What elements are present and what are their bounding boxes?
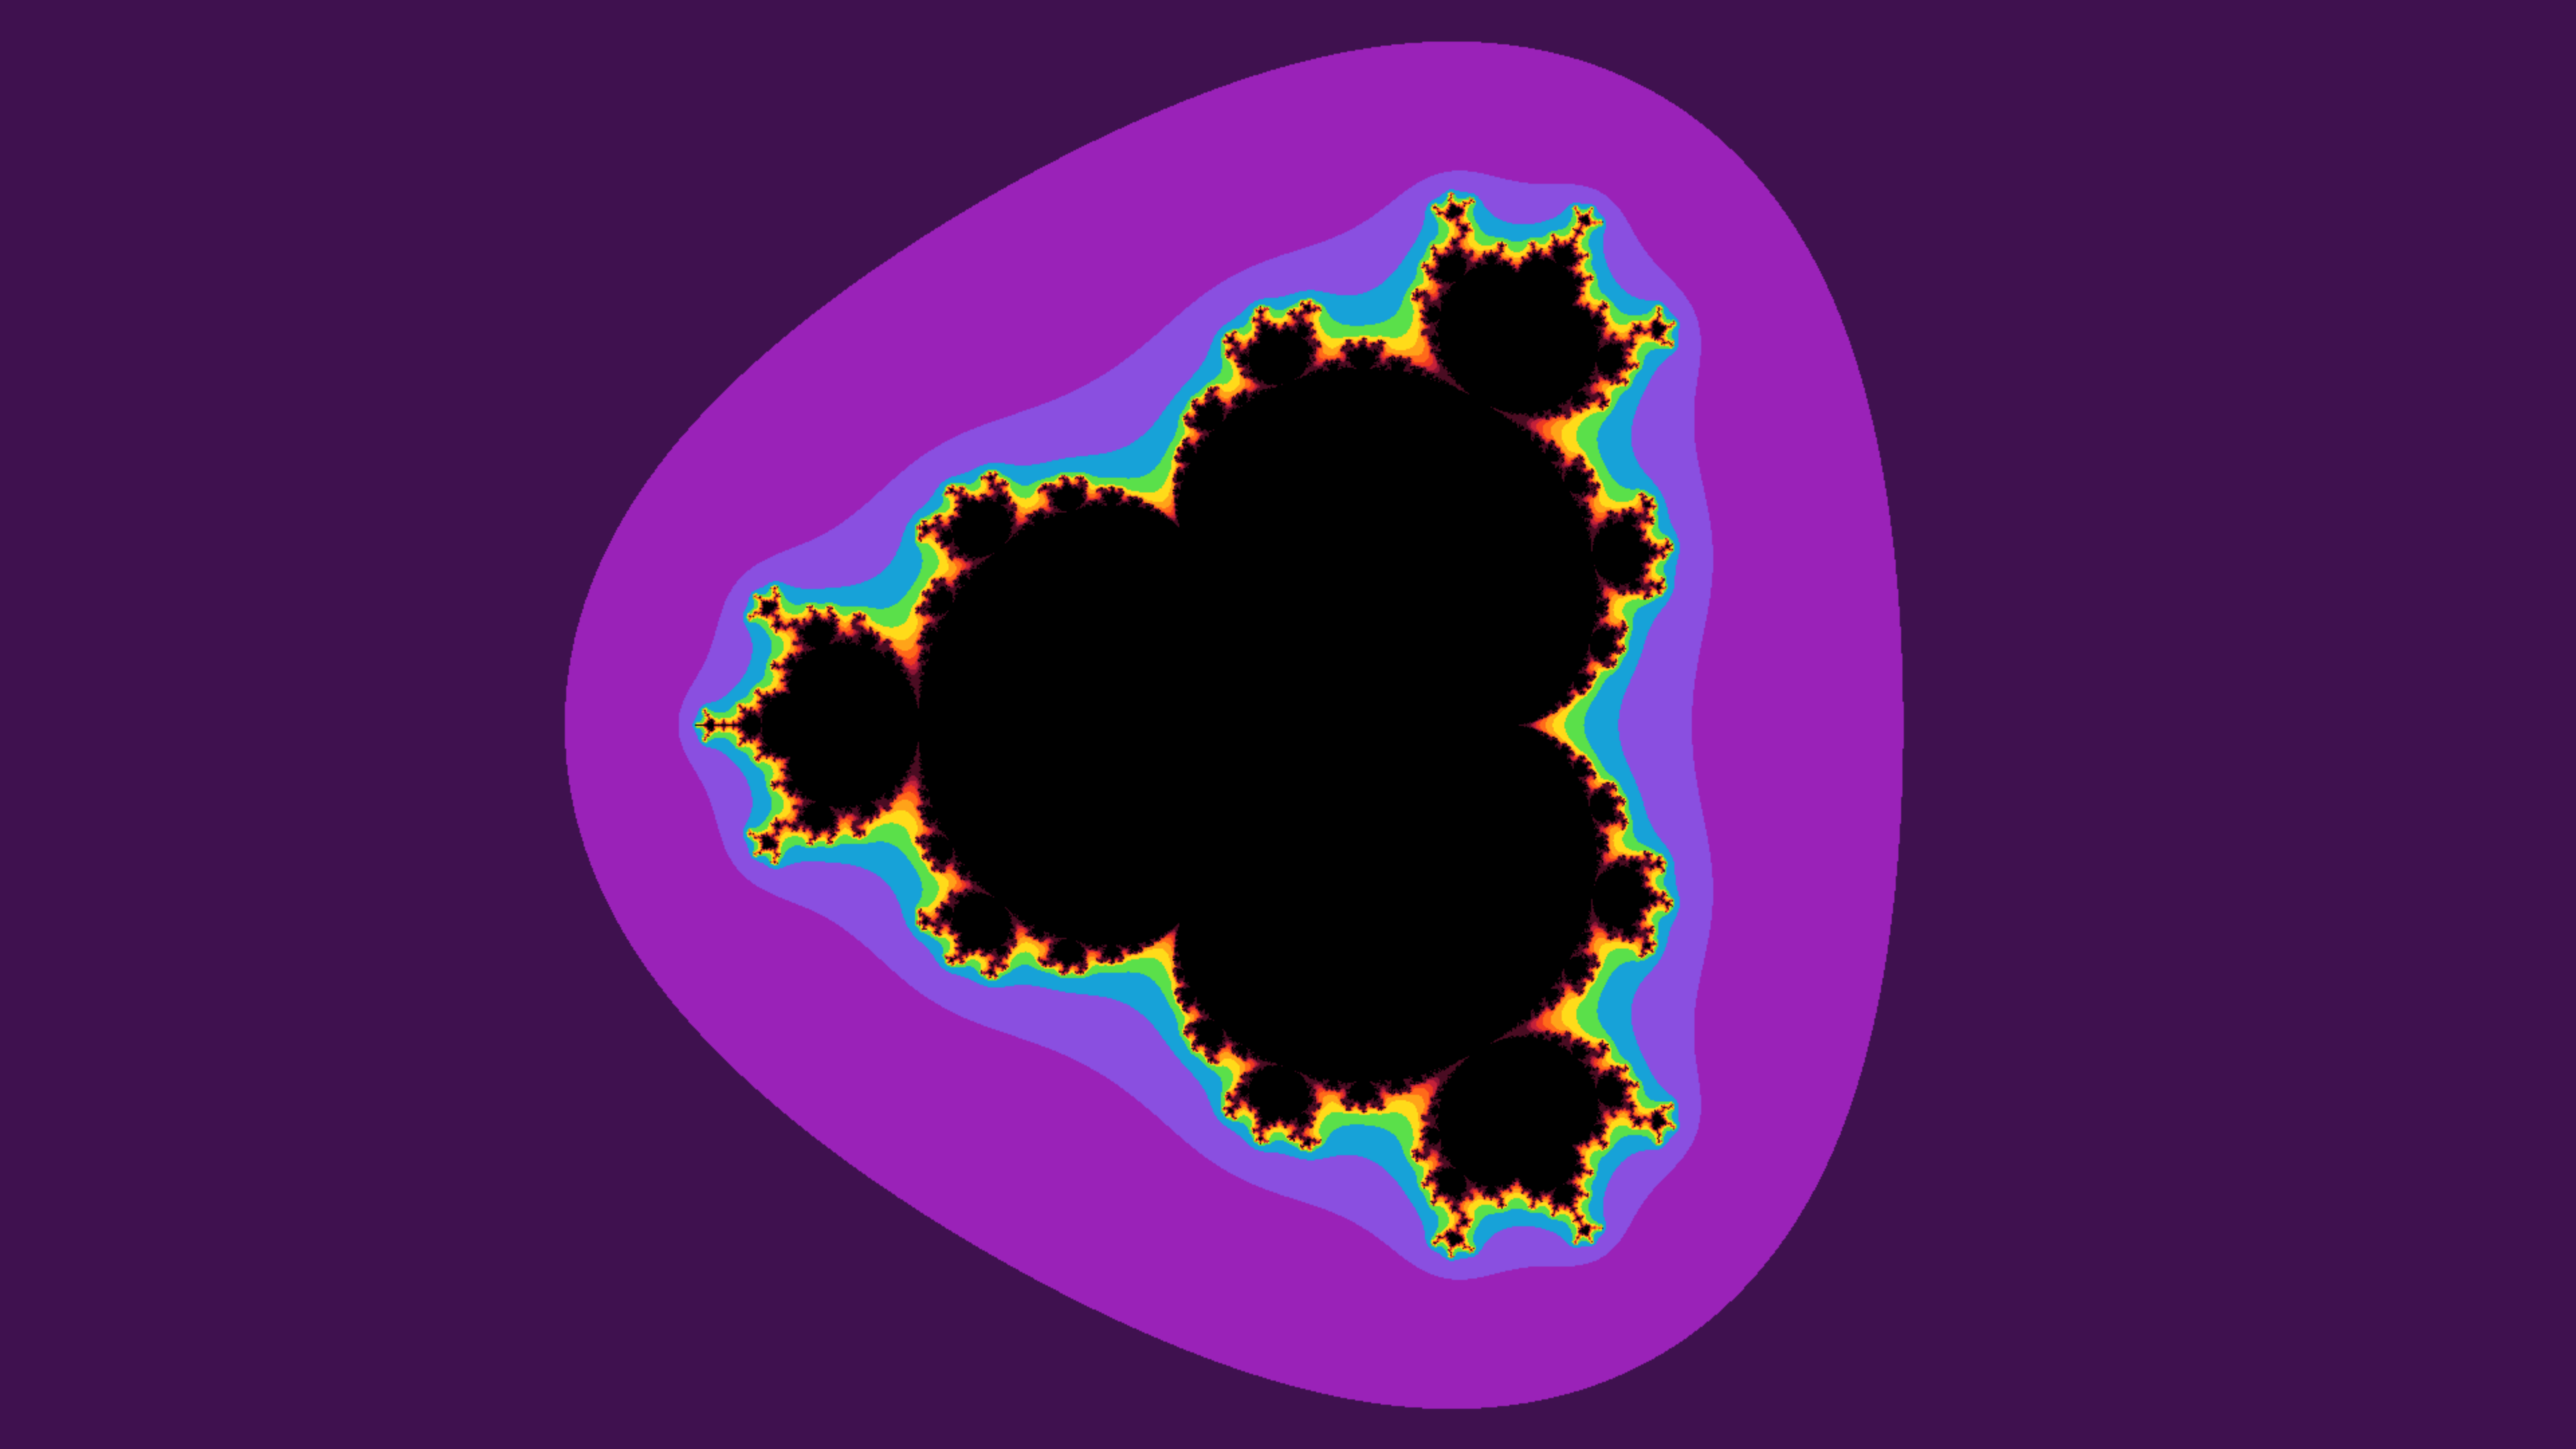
fractal-canvas[interactable]	[0, 0, 2576, 1449]
